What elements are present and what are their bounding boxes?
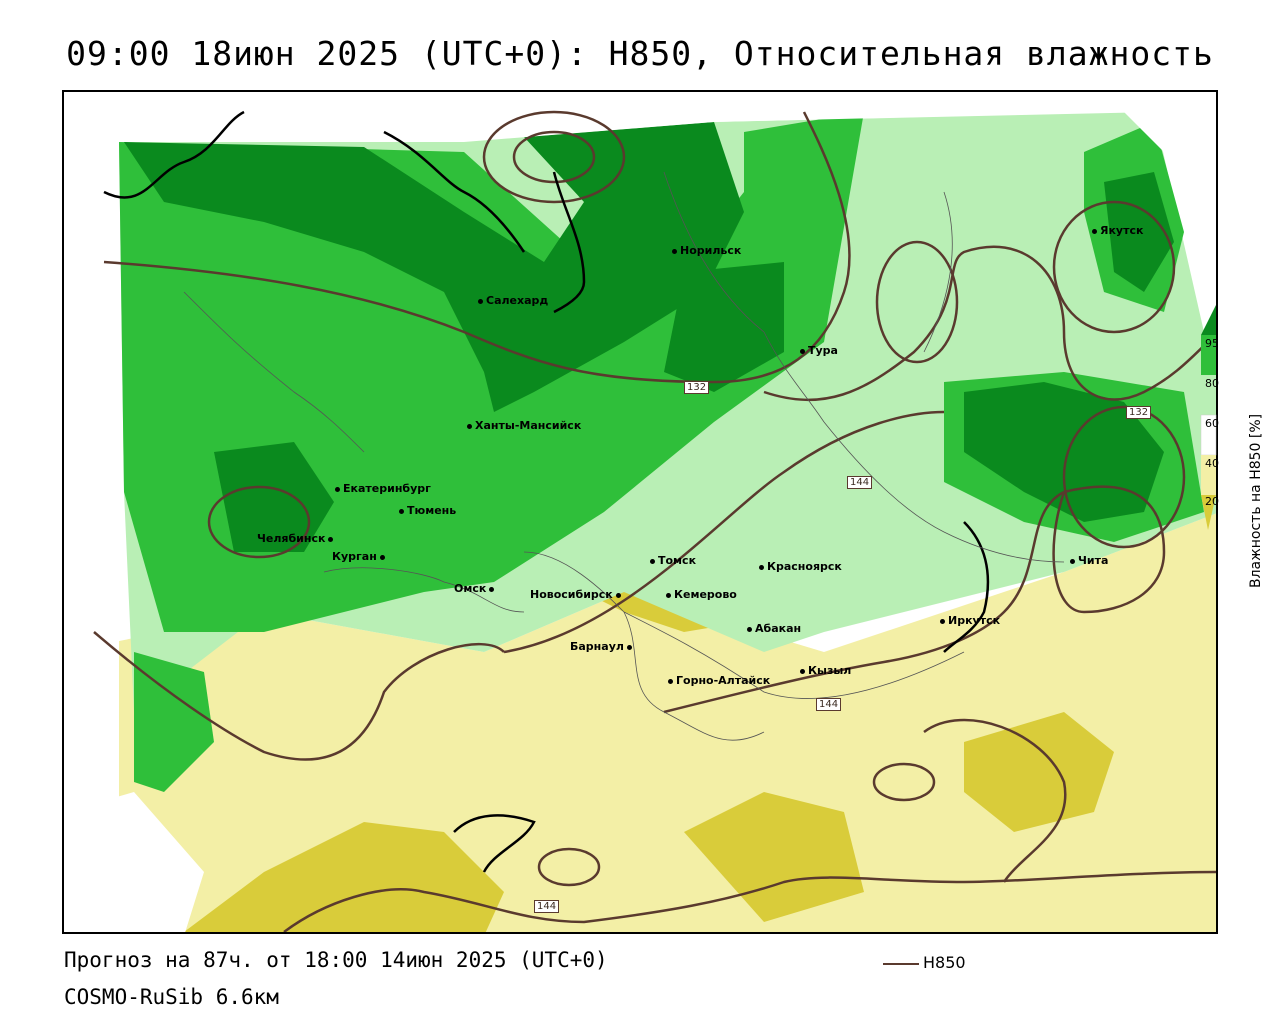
city-novosibirsk: Новосибирск xyxy=(530,588,624,601)
city-tomsk: Томск xyxy=(650,554,696,567)
city-abakan: Абакан xyxy=(747,622,801,635)
city-yakutsk: Якутск xyxy=(1092,224,1143,237)
humidity-map[interactable]: Норильск Салехард Тура Якутск Ханты-Манс… xyxy=(62,90,1218,934)
forecast-info: Прогноз на 87ч. от 18:00 14июн 2025 (UTC… xyxy=(64,948,608,972)
legend-swatch-95plus xyxy=(1201,305,1216,335)
contour-label: 144 xyxy=(534,900,560,913)
city-khanty-mansiysk: Ханты-Мансийск xyxy=(467,419,581,432)
very-dry-patch xyxy=(684,792,864,922)
city-omsk: Омск xyxy=(454,582,497,595)
city-kurgan: Курган xyxy=(332,550,388,563)
legend-tick-20: 20 xyxy=(1205,495,1219,508)
legend-swatch-60-80 xyxy=(1201,375,1216,415)
legend-swatch-80-95 xyxy=(1201,335,1216,375)
contour-line-label: H850 xyxy=(923,953,966,972)
region-borders xyxy=(183,171,1065,741)
contour-label: 132 xyxy=(1126,406,1152,419)
contour-label: 144 xyxy=(816,698,842,711)
coastlines xyxy=(103,110,990,873)
city-kyzyl: Кызыл xyxy=(800,664,851,677)
model-name: COSMO-RuSib 6.6км xyxy=(64,985,279,1009)
legend-tick-80: 80 xyxy=(1205,377,1219,390)
city-gorno-altaysk: Горно-Алтайск xyxy=(668,674,770,687)
map-canvas xyxy=(64,92,1216,932)
very-wet-region xyxy=(214,442,334,552)
contour-line-legend: H850 xyxy=(883,953,966,972)
very-wet-region xyxy=(124,122,744,412)
outside-domain xyxy=(64,792,204,932)
legend-title: Влажность на H850 [%] xyxy=(1248,413,1264,588)
legend-swatch-under-20 xyxy=(1201,495,1216,530)
legend-swatch-20-40 xyxy=(1201,455,1216,495)
very-dry-patch xyxy=(964,712,1114,832)
wet-region xyxy=(134,652,214,792)
city-barnaul: Барнаул xyxy=(570,640,635,653)
city-chelyabinsk: Челябинск xyxy=(257,532,336,545)
city-norilsk: Норильск xyxy=(672,244,741,257)
h850-contours xyxy=(93,110,1216,932)
city-tura: Тура xyxy=(800,344,838,357)
map-title: 09:00 18июн 2025 (UTC+0): H850, Относите… xyxy=(66,34,1214,73)
city-kemerovo: Кемерово xyxy=(666,588,737,601)
contour-label: 132 xyxy=(684,381,710,394)
city-chita: Чита xyxy=(1070,554,1108,567)
contour-line-swatch xyxy=(883,962,919,965)
legend-tick-95: 95 xyxy=(1205,337,1219,350)
humidity-color-legend xyxy=(1200,305,1217,530)
legend-tick-60: 60 xyxy=(1205,417,1219,430)
dry-region xyxy=(64,513,1216,932)
very-dry-patch xyxy=(184,822,504,932)
city-krasnoyarsk: Красноярск xyxy=(759,560,842,573)
city-irkutsk: Иркутск xyxy=(940,614,1000,627)
city-yekaterinburg: Екатеринбург xyxy=(335,482,431,495)
legend-tick-40: 40 xyxy=(1205,457,1219,470)
city-tyumen: Тюмень xyxy=(399,504,456,517)
very-wet-region xyxy=(664,262,784,392)
contour-label: 144 xyxy=(847,476,873,489)
city-salekhard: Салехард xyxy=(478,294,548,307)
